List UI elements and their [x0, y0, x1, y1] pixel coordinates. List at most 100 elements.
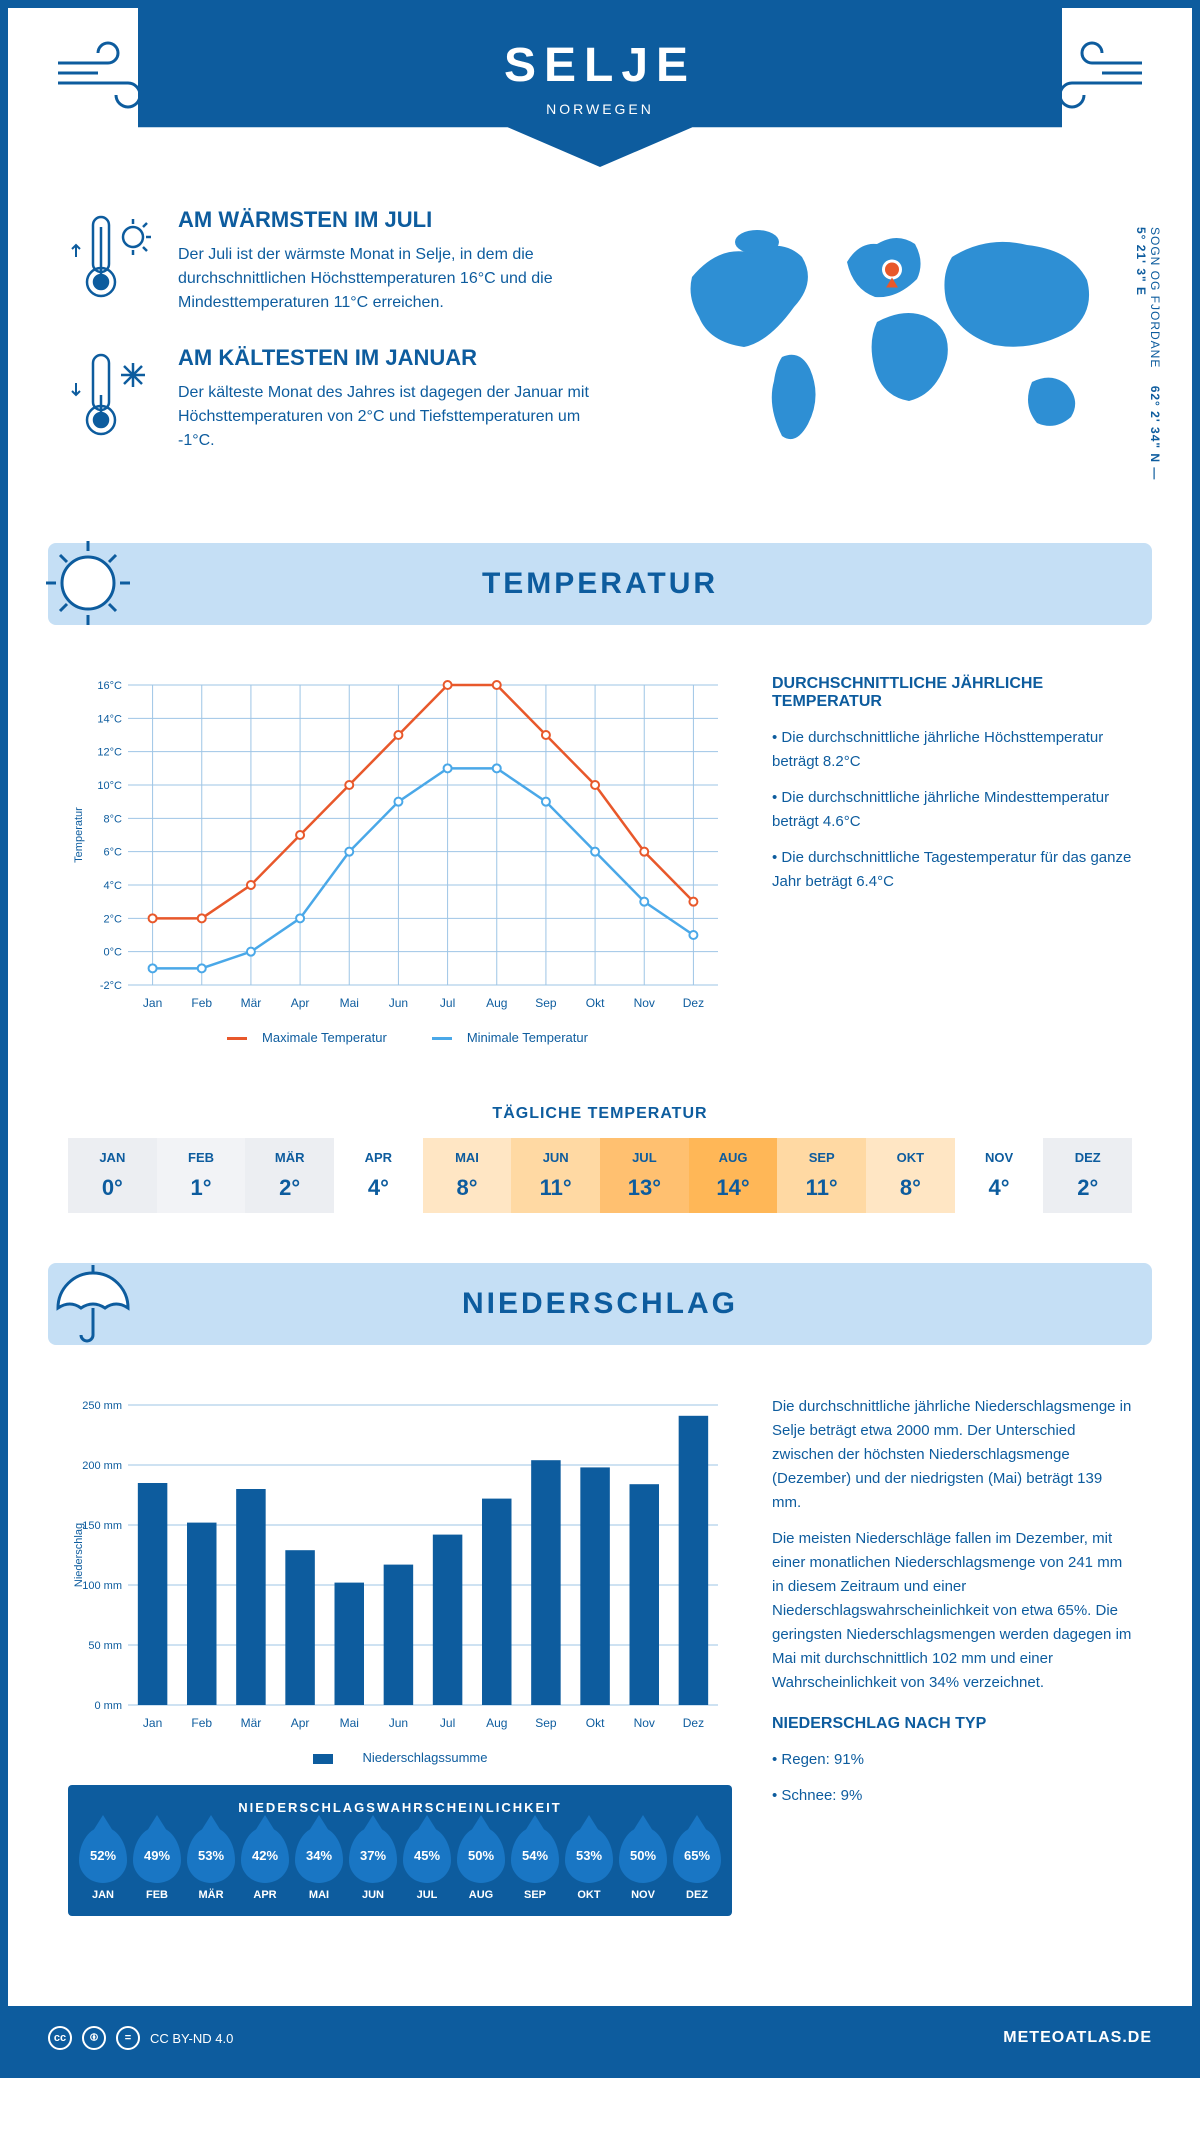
coldest-fact: AM KÄLTESTEN IM JANUAR Der kälteste Mona… — [68, 345, 612, 453]
country-subtitle: NORWEGEN — [158, 101, 1042, 117]
svg-text:-2°C: -2°C — [100, 980, 122, 992]
probability-drop: 53%MÄR — [186, 1827, 236, 1901]
chart-legend: Maximale TemperaturMinimale Temperatur — [68, 1030, 732, 1045]
precip-paragraph: Die meisten Niederschläge fallen im Deze… — [772, 1527, 1132, 1695]
probability-drop: 50%AUG — [456, 1827, 506, 1901]
svg-text:Feb: Feb — [191, 1716, 212, 1730]
temp-cell: MÄR2° — [245, 1138, 334, 1213]
section-title: TEMPERATUR — [72, 567, 1128, 601]
svg-text:Jan: Jan — [143, 996, 162, 1010]
svg-text:Dez: Dez — [683, 996, 704, 1010]
svg-text:14°C: 14°C — [97, 713, 122, 725]
temp-cell: JUL13° — [600, 1138, 689, 1213]
warmest-fact: AM WÄRMSTEN IM JULI Der Juli ist der wär… — [68, 207, 612, 315]
svg-text:0°C: 0°C — [104, 947, 123, 959]
svg-text:Okt: Okt — [586, 996, 605, 1010]
chart-legend: Niederschlagssumme — [68, 1750, 732, 1765]
temp-cell: AUG14° — [689, 1138, 778, 1213]
page-footer: cc 🅯 = CC BY-ND 4.0 METEOATLAS.DE — [8, 2006, 1192, 2070]
temp-text-heading: DURCHSCHNITTLICHE JÄHRLICHE TEMPERATUR — [772, 675, 1132, 711]
precipitation-probability-panel: NIEDERSCHLAGSWAHRSCHEINLICHKEIT 52%JAN49… — [68, 1785, 732, 1916]
probability-drop: 34%MAI — [294, 1827, 344, 1901]
svg-text:Jun: Jun — [389, 996, 408, 1010]
svg-text:Mai: Mai — [340, 996, 359, 1010]
svg-text:Apr: Apr — [291, 996, 310, 1010]
page-header: SELJE NORWEGEN — [138, 8, 1062, 167]
svg-text:8°C: 8°C — [104, 813, 123, 825]
sun-icon — [38, 533, 138, 633]
svg-text:4°C: 4°C — [104, 880, 123, 892]
svg-text:Nov: Nov — [634, 996, 655, 1010]
coordinates-label: SOGN OG FJORDANE 62° 2' 34" N — 5° 21' 3… — [1134, 227, 1162, 483]
prob-title: NIEDERSCHLAGSWAHRSCHEINLICHKEIT — [78, 1800, 722, 1815]
svg-text:Apr: Apr — [291, 1716, 310, 1730]
svg-text:Dez: Dez — [683, 1716, 704, 1730]
svg-text:12°C: 12°C — [97, 747, 122, 759]
svg-text:0 mm: 0 mm — [95, 1700, 123, 1712]
thermometer-sun-icon — [68, 207, 158, 315]
probability-drop: 49%FEB — [132, 1827, 182, 1901]
fact-title: AM KÄLTESTEN IM JANUAR — [178, 345, 612, 371]
temp-cell: NOV4° — [955, 1138, 1044, 1213]
svg-text:Aug: Aug — [486, 996, 507, 1010]
fact-title: AM WÄRMSTEN IM JULI — [178, 207, 612, 233]
probability-drop: 50%NOV — [618, 1827, 668, 1901]
svg-text:Sep: Sep — [535, 1716, 557, 1730]
probability-drop: 37%JUN — [348, 1827, 398, 1901]
svg-text:Sep: Sep — [535, 996, 557, 1010]
precip-type-bullet: • Schnee: 9% — [772, 1784, 1132, 1808]
temp-cell: OKT8° — [866, 1138, 955, 1213]
svg-text:Nov: Nov — [634, 1716, 655, 1730]
precip-type-bullet: • Regen: 91% — [772, 1748, 1132, 1772]
precipitation-section-banner: NIEDERSCHLAG — [48, 1263, 1152, 1345]
probability-drop: 53%OKT — [564, 1827, 614, 1901]
svg-text:Feb: Feb — [191, 996, 212, 1010]
temp-cell: SEP11° — [777, 1138, 866, 1213]
svg-text:6°C: 6°C — [104, 847, 123, 859]
cc-icon: cc — [48, 2026, 72, 2050]
temp-cell: MAI8° — [423, 1138, 512, 1213]
svg-text:Okt: Okt — [586, 1716, 605, 1730]
svg-text:50 mm: 50 mm — [88, 1640, 122, 1652]
svg-text:Niederschlag: Niederschlag — [73, 1523, 85, 1587]
temperature-section-banner: TEMPERATUR — [48, 543, 1152, 625]
temperature-line-chart: -2°C 0°C 2°C 4°C 6°C 8°C 10°C 12°C 14°C 16°C Jan Fe… — [68, 675, 728, 1015]
probability-drop: 54%SEP — [510, 1827, 560, 1901]
precipitation-bar-chart: 0 mm 50 mm 100 mm 150 mm 200 mm 250 mm Jan Feb M… — [68, 1395, 728, 1735]
svg-text:Jan: Jan — [143, 1716, 162, 1730]
precip-type-heading: NIEDERSCHLAG NACH TYP — [772, 1715, 1132, 1733]
precip-paragraph: Die durchschnittliche jährliche Niedersc… — [772, 1395, 1132, 1515]
nd-icon: = — [116, 2026, 140, 2050]
temp-cell: JAN0° — [68, 1138, 157, 1213]
svg-text:150 mm: 150 mm — [82, 1520, 122, 1532]
world-map-icon — [652, 207, 1132, 457]
svg-text:16°C: 16°C — [97, 680, 122, 692]
svg-text:10°C: 10°C — [97, 780, 122, 792]
probability-drop: 65%DEZ — [672, 1827, 722, 1901]
temp-bullet: • Die durchschnittliche jährliche Mindes… — [772, 786, 1132, 834]
temp-cell: JUN11° — [511, 1138, 600, 1213]
temp-cell: APR4° — [334, 1138, 423, 1213]
svg-text:200 mm: 200 mm — [82, 1460, 122, 1472]
thermometer-snow-icon — [68, 345, 158, 453]
svg-text:Mär: Mär — [241, 1716, 262, 1730]
probability-drop: 52%JAN — [78, 1827, 128, 1901]
probability-drop: 42%APR — [240, 1827, 290, 1901]
brand-label: METEOATLAS.DE — [1003, 2029, 1152, 2047]
probability-drop: 45%JUL — [402, 1827, 452, 1901]
temp-bullet: • Die durchschnittliche Tagestemperatur … — [772, 846, 1132, 894]
svg-text:250 mm: 250 mm — [82, 1400, 122, 1412]
fact-text: Der Juli ist der wärmste Monat in Selje,… — [178, 243, 612, 315]
fact-text: Der kälteste Monat des Jahres ist dagege… — [178, 381, 612, 453]
svg-text:Aug: Aug — [486, 1716, 507, 1730]
daily-temp-title: TÄGLICHE TEMPERATUR — [8, 1105, 1192, 1123]
umbrella-icon — [38, 1253, 138, 1353]
temp-cell: FEB1° — [157, 1138, 246, 1213]
svg-text:Jul: Jul — [440, 996, 455, 1010]
city-title: SELJE — [158, 38, 1042, 93]
section-title: NIEDERSCHLAG — [72, 1287, 1128, 1321]
svg-text:100 mm: 100 mm — [82, 1580, 122, 1592]
svg-text:2°C: 2°C — [104, 913, 123, 925]
svg-text:Temperatur: Temperatur — [73, 807, 85, 863]
license-text: CC BY-ND 4.0 — [150, 2031, 233, 2046]
